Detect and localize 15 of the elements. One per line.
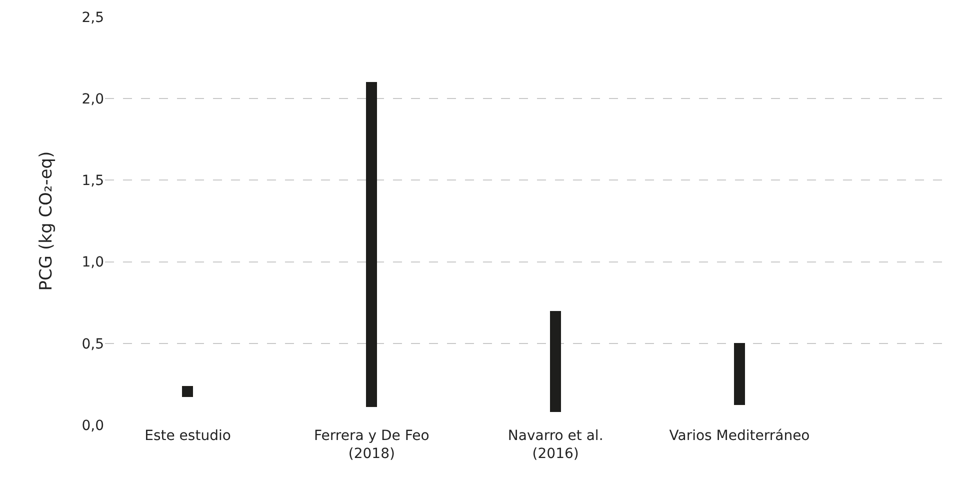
x-tick-label: Navarro et al. (2016) xyxy=(508,428,604,462)
y-tick-label: 0,0 xyxy=(82,418,104,434)
y-tick-label: 1,0 xyxy=(82,254,104,271)
y-tick-label: 2,0 xyxy=(82,92,104,108)
y-axis-title: PCG (kg CO₂-eq) xyxy=(36,151,56,291)
bar xyxy=(366,82,377,407)
x-tick-label: Ferrera y De Feo (2018) xyxy=(314,428,430,462)
x-tick-label: Este estudio xyxy=(144,428,231,444)
y-tick-label: 2,5 xyxy=(82,10,104,26)
bar xyxy=(550,311,561,412)
y-tick-label: 0,5 xyxy=(82,336,104,352)
bar xyxy=(182,386,193,397)
x-tick-label: Varios Mediterráneo xyxy=(669,428,810,444)
y-tick-label: 1,5 xyxy=(82,173,104,190)
bar xyxy=(734,343,745,405)
